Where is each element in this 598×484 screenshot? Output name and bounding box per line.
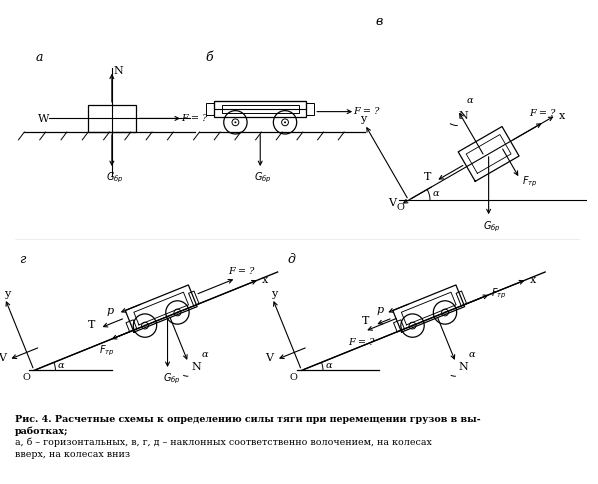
- Text: $G_{бр}$: $G_{бр}$: [106, 170, 124, 184]
- Text: $G_{бр}$: $G_{бр}$: [163, 371, 180, 385]
- Text: W: W: [38, 114, 50, 124]
- Text: $G_{бр}$: $G_{бр}$: [483, 219, 501, 234]
- Text: N: N: [459, 111, 468, 121]
- Text: α: α: [432, 188, 439, 197]
- Circle shape: [176, 312, 178, 314]
- Text: р: р: [376, 305, 383, 315]
- Text: F = ?: F = ?: [181, 114, 208, 123]
- Text: x: x: [559, 111, 565, 121]
- Text: x: x: [263, 275, 269, 285]
- Text: y: y: [360, 113, 366, 123]
- Circle shape: [444, 312, 446, 314]
- Text: д: д: [288, 253, 296, 266]
- Text: $F_{тр}$: $F_{тр}$: [521, 174, 537, 188]
- Text: а, б – горизонтальных, в, г, д – наклонных соответственно волочением, на колесах: а, б – горизонтальных, в, г, д – наклонн…: [14, 437, 431, 446]
- Text: α: α: [58, 360, 65, 369]
- Text: α: α: [469, 349, 475, 359]
- Text: вверх, на колесах вниз: вверх, на колесах вниз: [14, 449, 130, 458]
- Text: F = ?: F = ?: [529, 108, 556, 117]
- Text: F = ?: F = ?: [228, 267, 254, 275]
- Text: T: T: [425, 172, 432, 182]
- Text: O: O: [290, 372, 298, 381]
- Text: $F_{тр}$: $F_{тр}$: [99, 343, 115, 357]
- Text: F = ?: F = ?: [353, 107, 380, 116]
- Text: в: в: [376, 15, 383, 28]
- Text: O: O: [397, 203, 405, 212]
- Bar: [306, 104, 314, 115]
- Text: x: x: [530, 275, 536, 285]
- Circle shape: [144, 325, 146, 327]
- Text: N: N: [459, 361, 468, 371]
- Bar: [214, 102, 306, 109]
- Bar: [214, 102, 306, 118]
- Text: F = ?: F = ?: [349, 337, 375, 346]
- Text: $G_{бр}$: $G_{бр}$: [254, 170, 272, 184]
- Text: б: б: [205, 50, 213, 63]
- Text: $F_{тр}$: $F_{тр}$: [491, 286, 507, 301]
- Text: N: N: [191, 361, 201, 371]
- Text: г: г: [19, 253, 26, 266]
- Text: N: N: [114, 66, 124, 76]
- Circle shape: [234, 122, 236, 124]
- Text: O: O: [22, 372, 30, 381]
- Text: V: V: [388, 197, 396, 208]
- Text: α: α: [202, 349, 208, 359]
- Bar: [222, 106, 298, 113]
- Circle shape: [284, 122, 286, 124]
- Text: р: р: [106, 306, 114, 316]
- Text: α: α: [325, 360, 332, 369]
- Text: y: y: [4, 289, 10, 299]
- Text: а: а: [35, 50, 42, 63]
- Text: V: V: [266, 352, 273, 362]
- Bar: [206, 104, 214, 115]
- Text: y: y: [271, 289, 277, 299]
- Circle shape: [411, 325, 413, 327]
- Text: работках;: работках;: [14, 425, 68, 435]
- Text: T: T: [89, 319, 96, 330]
- Text: α: α: [467, 96, 474, 105]
- Text: V: V: [0, 352, 6, 362]
- Text: T: T: [362, 316, 370, 326]
- Text: Рис. 4. Расчетные схемы к определению силы тяги при перемещении грузов в вы-: Рис. 4. Расчетные схемы к определению си…: [14, 414, 480, 423]
- Bar: [87, 106, 136, 133]
